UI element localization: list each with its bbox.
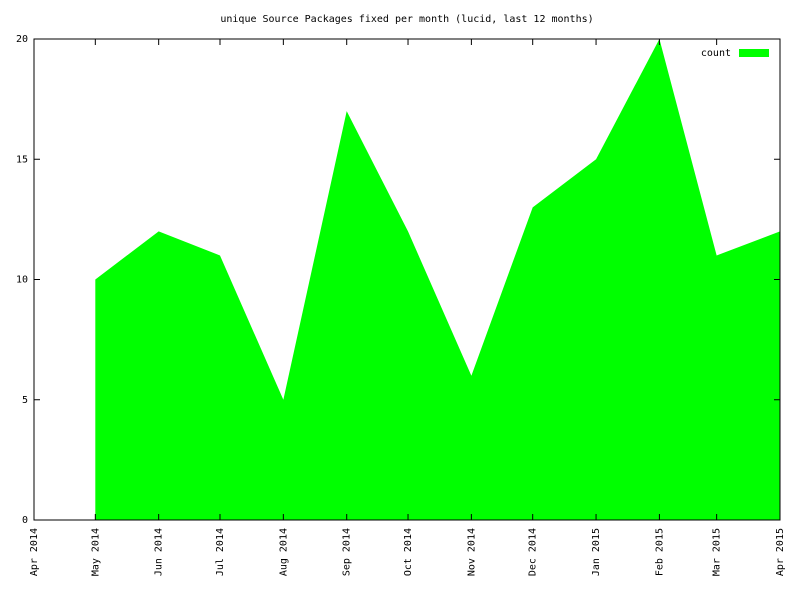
x-tick-label: Dec 2014 <box>528 528 539 576</box>
area <box>95 39 781 520</box>
x-tick-label: Sep 2014 <box>342 528 353 576</box>
x-tick-label: Oct 2014 <box>403 528 414 576</box>
x-tick-label: Jul 2014 <box>215 528 226 576</box>
chart-title: unique Source Packages fixed per month (… <box>220 14 593 25</box>
x-tick-label: Jan 2015 <box>591 528 602 576</box>
x-tick-label: Jun 2014 <box>154 528 165 576</box>
y-tick-label: 5 <box>22 395 28 406</box>
y-tick-label: 10 <box>16 275 28 286</box>
y-tick-label: 0 <box>22 515 28 526</box>
y-tick-label: 15 <box>16 154 28 165</box>
x-tick-label: Apr 2014 <box>29 528 40 576</box>
legend-swatch <box>739 49 769 57</box>
y-tick-label: 20 <box>16 34 28 45</box>
x-tick-label: Nov 2014 <box>466 528 477 576</box>
x-tick-label: Feb 2015 <box>654 528 665 576</box>
x-tick-label: Mar 2015 <box>712 528 723 576</box>
x-tick-label: Apr 2015 <box>775 528 786 576</box>
legend-label: count <box>701 48 731 59</box>
x-tick-label: May 2014 <box>90 528 101 576</box>
x-tick-label: Aug 2014 <box>278 528 289 576</box>
